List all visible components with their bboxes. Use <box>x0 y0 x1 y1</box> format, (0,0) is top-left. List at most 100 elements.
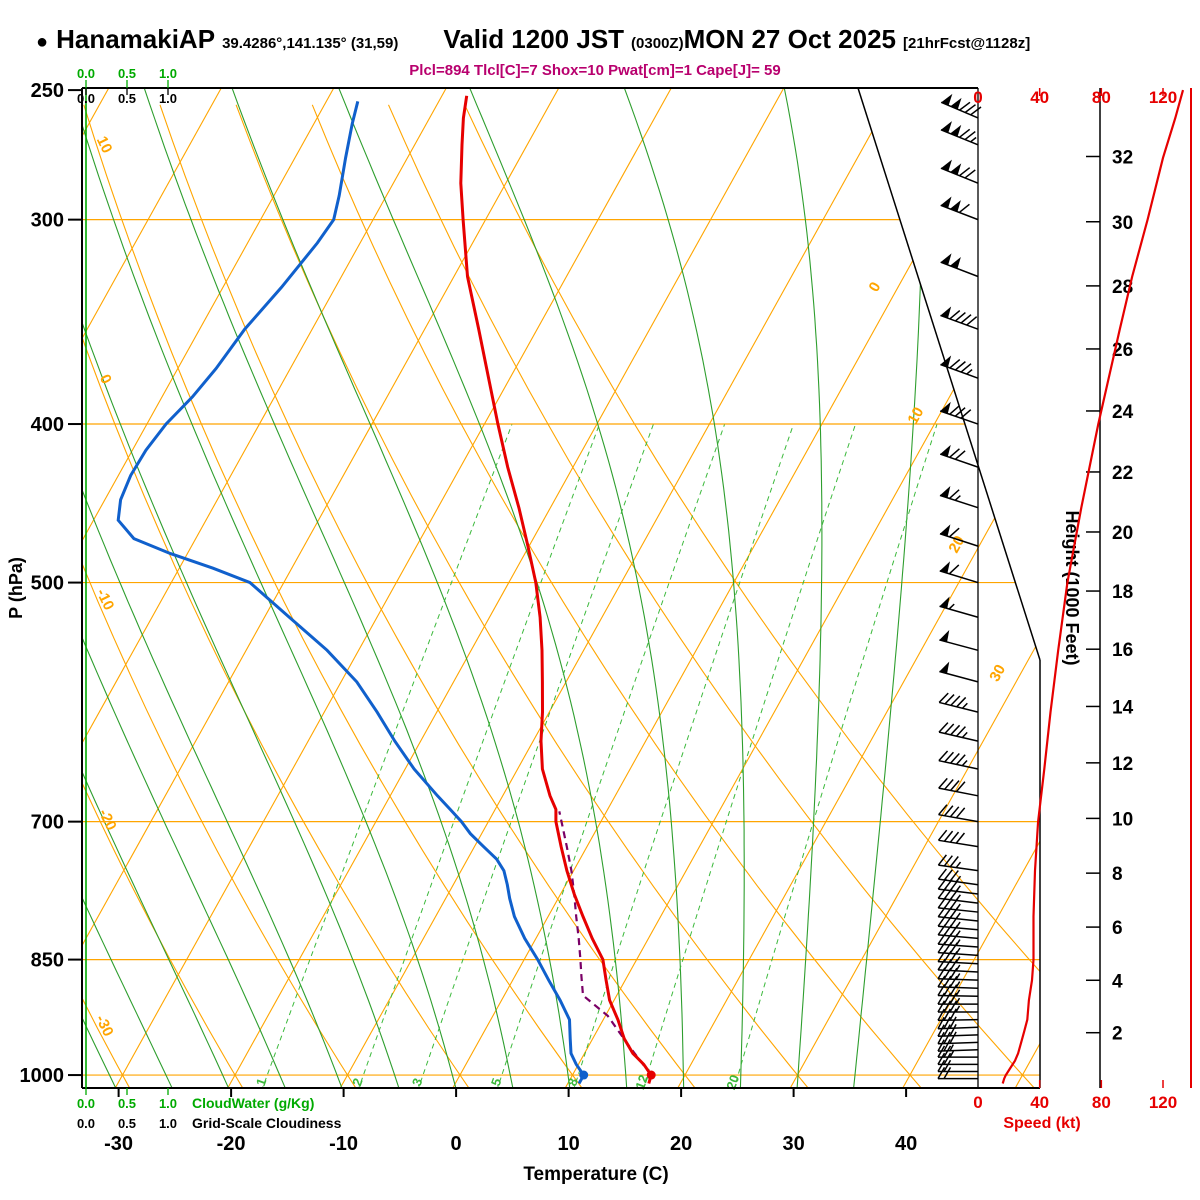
height-tick-label: 30 <box>1112 213 1133 234</box>
mixing-ratio-label: 20 <box>723 1073 742 1092</box>
isotherm-line <box>82 88 222 1088</box>
dewpoint-curve <box>116 101 586 1085</box>
wind-barb <box>938 692 979 713</box>
height-axis-title: Height (1000 Feet) <box>1062 510 1082 665</box>
moist-adiabat-line <box>619 88 745 1088</box>
isotherm-line <box>789 88 1040 1088</box>
wind-barb <box>938 804 979 823</box>
temperature-tick-label: -20 <box>217 1133 246 1155</box>
station-bullet-icon: ● <box>36 31 49 53</box>
mixing-ratio-line <box>414 424 654 1088</box>
speed-tick-label-bottom: 80 <box>1092 1093 1111 1112</box>
wind-barb <box>939 661 979 683</box>
height-tick-label: 2 <box>1112 1024 1123 1045</box>
cloudiness-scale-label-bottom: 1.0 <box>159 1116 177 1131</box>
chart-title: ● HanamakiAP 39.4286°,141.135° (31,59) V… <box>36 24 1030 55</box>
wind-barb <box>940 306 979 330</box>
wind-speed-profile <box>1001 89 1185 1084</box>
valid-zulu: (0300Z) <box>631 35 684 52</box>
wind-barb <box>937 1016 979 1030</box>
dry-adiabat-label: -20 <box>95 806 120 833</box>
wind-barb <box>937 975 979 990</box>
temperature-axis: -30 -20 -10 0 10 20 30 40 Temperature (C) <box>104 1088 917 1185</box>
temperature-tick-label: -10 <box>329 1133 358 1155</box>
moist-adiabat-line <box>82 88 460 1088</box>
temperature-tick-label: -30 <box>104 1133 133 1155</box>
isotherm-line <box>227 88 785 1088</box>
sounding-profiles <box>116 95 656 1085</box>
cloudwater-scale: 0.0 0.0 0.5 0.5 1.0 1.0 CloudWater (g/Kg) <box>77 66 314 1111</box>
height-tick-label: 10 <box>1112 809 1133 830</box>
temperature-tick-label: 40 <box>895 1133 917 1155</box>
temperature-curve <box>459 95 653 1084</box>
moist-adiabat-line <box>227 88 572 1088</box>
dry-adiabat-line <box>83 104 591 1088</box>
height-tick-label: 18 <box>1112 582 1133 603</box>
wind-barb <box>940 196 979 221</box>
pressure-tick-label: 400 <box>31 414 64 436</box>
wind-barb <box>937 992 978 1005</box>
mixing-ratio-line <box>354 424 600 1088</box>
pressure-tick-label: 250 <box>31 80 64 102</box>
wind-barb <box>940 253 979 278</box>
height-tick-label: 4 <box>1112 971 1123 992</box>
wind-barb <box>937 829 979 848</box>
height-tick-label: 20 <box>1112 523 1133 544</box>
cloudwater-scale-label-bottom: 0.0 <box>77 1096 95 1111</box>
dry-adiabat-label: -10 <box>93 586 118 613</box>
surface-dewpoint-dot <box>579 1070 589 1080</box>
dry-adiabat-line <box>464 104 1040 1088</box>
isotherm-line <box>902 88 1040 1088</box>
wind-barb <box>937 1059 978 1073</box>
cloudiness-axis-title: Grid-Scale Cloudiness <box>192 1115 342 1131</box>
wind-barb <box>937 854 979 872</box>
mixing-ratio-label: 2 <box>349 1076 366 1088</box>
surface-temperature-dot <box>646 1070 656 1080</box>
cloudwater-axis-title: CloudWater (g/Kg) <box>192 1095 314 1111</box>
station-name: HanamakiAP <box>56 24 216 54</box>
mixing-ratio-label: 3 <box>409 1076 426 1088</box>
dry-adiabat-label: 10 <box>93 134 116 156</box>
wind-barb <box>939 630 979 652</box>
dry-adiabat-line <box>311 104 932 1088</box>
pressure-tick-label: 850 <box>31 950 64 972</box>
isotherm-label: 30 <box>986 662 1009 685</box>
speed-tick-label-top: 120 <box>1149 88 1177 107</box>
pressure-tick-label: 1000 <box>20 1065 65 1087</box>
mixing-ratio-label: 12 <box>632 1073 651 1092</box>
isotherm-label: 0 <box>865 279 884 295</box>
skewt-grid <box>82 88 1040 1088</box>
isotherm-line <box>82 88 447 1088</box>
mixing-ratio-line <box>730 424 938 1088</box>
height-tick-label: 16 <box>1112 640 1133 661</box>
mixing-ratio-label: 1 <box>253 1076 270 1088</box>
moist-adiabat-line <box>82 88 347 1088</box>
wind-barb <box>937 1031 979 1045</box>
moist-adiabat-line <box>82 88 291 1088</box>
wind-barb <box>939 401 979 425</box>
dry-adiabat-label: -30 <box>92 1012 117 1039</box>
temperature-axis-title: Temperature (C) <box>523 1164 668 1185</box>
wind-barb <box>939 596 979 618</box>
wind-barb <box>939 561 979 584</box>
isotherm-label: 20 <box>945 533 968 556</box>
mixing-ratio-label: 5 <box>488 1076 505 1088</box>
cloudwater-scale-label-bottom: 0.5 <box>118 1096 136 1111</box>
isotherm-line <box>82 88 335 1088</box>
wind-barb <box>939 485 979 509</box>
wind-barb <box>940 159 979 184</box>
wind-barb <box>937 878 979 895</box>
wind-barb <box>937 1052 978 1066</box>
wind-barb <box>937 868 979 886</box>
mixing-ratio-line <box>639 424 856 1088</box>
skew-right-boundary <box>857 87 1041 661</box>
isotherm-line <box>1014 88 1040 1088</box>
height-tick-label: 24 <box>1112 402 1134 423</box>
wind-barb <box>937 1008 979 1022</box>
temperature-tick-label: 30 <box>782 1133 804 1155</box>
height-tick-label: 32 <box>1112 147 1133 168</box>
speed-axis-title: Speed (kt) <box>1003 1115 1080 1132</box>
wind-barbs <box>937 93 982 1080</box>
wind-barb <box>937 1024 979 1038</box>
